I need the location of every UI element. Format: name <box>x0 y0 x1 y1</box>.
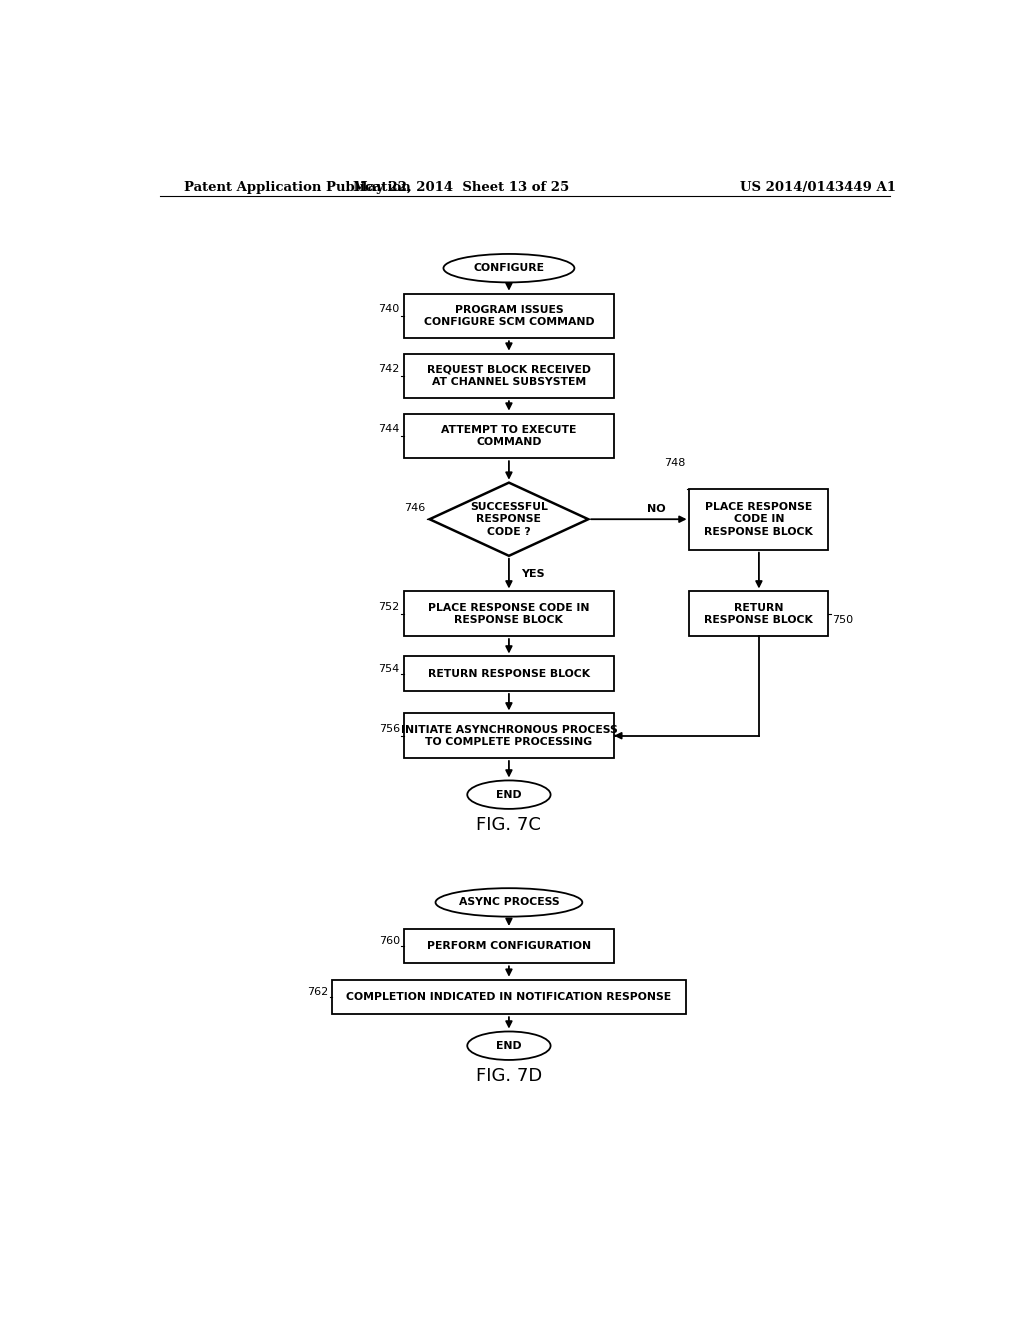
FancyBboxPatch shape <box>333 979 685 1014</box>
Text: US 2014/0143449 A1: US 2014/0143449 A1 <box>740 181 896 194</box>
Text: FIG. 7C: FIG. 7C <box>476 816 542 834</box>
Text: SUCCESSFUL
RESPONSE
CODE ?: SUCCESSFUL RESPONSE CODE ? <box>470 502 548 537</box>
FancyBboxPatch shape <box>403 929 614 964</box>
FancyBboxPatch shape <box>403 354 614 399</box>
Ellipse shape <box>435 888 583 916</box>
Text: PLACE RESPONSE
CODE IN
RESPONSE BLOCK: PLACE RESPONSE CODE IN RESPONSE BLOCK <box>705 502 813 537</box>
Text: CONFIGURE: CONFIGURE <box>473 263 545 273</box>
Text: 752: 752 <box>379 602 399 612</box>
Text: PROGRAM ISSUES
CONFIGURE SCM COMMAND: PROGRAM ISSUES CONFIGURE SCM COMMAND <box>424 305 594 327</box>
Ellipse shape <box>467 1031 551 1060</box>
Text: END: END <box>496 789 522 800</box>
Text: 762: 762 <box>307 987 329 997</box>
FancyBboxPatch shape <box>403 413 614 458</box>
FancyBboxPatch shape <box>403 713 614 758</box>
Text: FIG. 7D: FIG. 7D <box>476 1067 542 1085</box>
Text: 748: 748 <box>665 458 685 469</box>
Text: ASYNC PROCESS: ASYNC PROCESS <box>459 898 559 907</box>
FancyBboxPatch shape <box>689 591 828 636</box>
Text: 756: 756 <box>379 723 399 734</box>
Text: COMPLETION INDICATED IN NOTIFICATION RESPONSE: COMPLETION INDICATED IN NOTIFICATION RES… <box>346 991 672 1002</box>
Text: END: END <box>496 1040 522 1051</box>
Text: INITIATE ASYNCHRONOUS PROCESS
TO COMPLETE PROCESSING: INITIATE ASYNCHRONOUS PROCESS TO COMPLET… <box>400 725 617 747</box>
Text: RETURN RESPONSE BLOCK: RETURN RESPONSE BLOCK <box>428 669 590 678</box>
Text: Patent Application Publication: Patent Application Publication <box>183 181 411 194</box>
FancyBboxPatch shape <box>689 488 828 549</box>
Text: 760: 760 <box>379 936 399 946</box>
Text: 746: 746 <box>404 503 426 513</box>
Text: 750: 750 <box>833 615 853 626</box>
Ellipse shape <box>443 253 574 282</box>
Text: REQUEST BLOCK RECEIVED
AT CHANNEL SUBSYSTEM: REQUEST BLOCK RECEIVED AT CHANNEL SUBSYS… <box>427 364 591 387</box>
Text: RETURN
RESPONSE BLOCK: RETURN RESPONSE BLOCK <box>705 602 813 624</box>
Ellipse shape <box>467 780 551 809</box>
Text: ATTEMPT TO EXECUTE
COMMAND: ATTEMPT TO EXECUTE COMMAND <box>441 425 577 447</box>
Text: 740: 740 <box>379 304 399 314</box>
Text: 754: 754 <box>379 664 399 673</box>
Text: PERFORM CONFIGURATION: PERFORM CONFIGURATION <box>427 941 591 952</box>
Text: NO: NO <box>647 504 666 513</box>
FancyBboxPatch shape <box>403 656 614 690</box>
FancyBboxPatch shape <box>403 293 614 338</box>
Text: May 22, 2014  Sheet 13 of 25: May 22, 2014 Sheet 13 of 25 <box>353 181 569 194</box>
FancyBboxPatch shape <box>403 591 614 636</box>
Text: 744: 744 <box>379 424 399 434</box>
Polygon shape <box>430 483 588 556</box>
Text: 742: 742 <box>379 364 399 374</box>
Text: PLACE RESPONSE CODE IN
RESPONSE BLOCK: PLACE RESPONSE CODE IN RESPONSE BLOCK <box>428 602 590 624</box>
Text: YES: YES <box>521 569 545 578</box>
